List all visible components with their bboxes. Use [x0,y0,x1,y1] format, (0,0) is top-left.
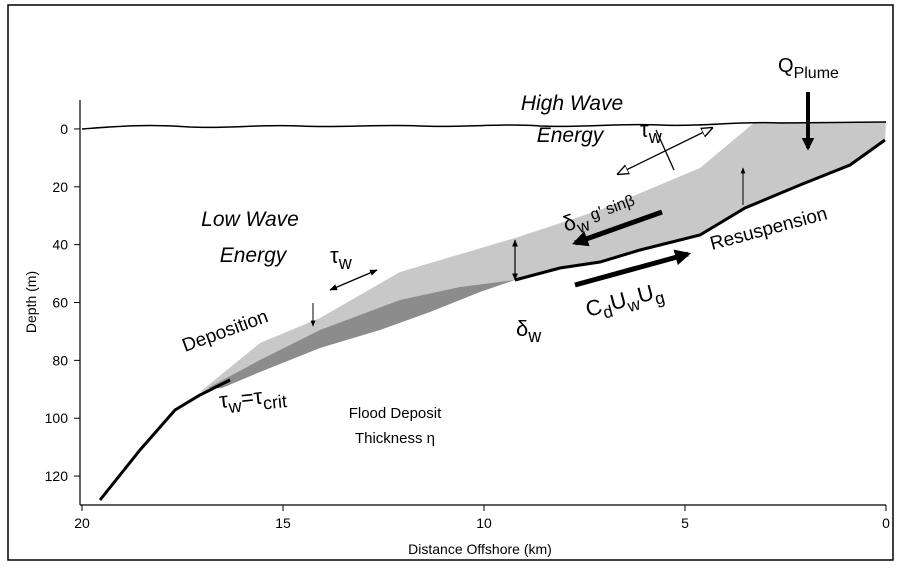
x-tick-label: 5 [681,515,689,531]
y-tick-label: 100 [45,410,69,426]
q-plume: QPlume [778,55,839,82]
stress-cross [655,129,675,171]
label: High Wave [521,92,623,115]
symbol: τ [330,243,339,268]
symbol: C [583,294,605,322]
subscript: w [648,127,663,147]
label: Thickness η [355,430,435,447]
gravity-arrow [571,209,663,247]
subscript: w [227,396,244,417]
label: Low Wave [201,208,299,231]
stress-arrow [329,269,378,291]
sea-surface [81,121,887,130]
x-axis-label: Distance Offshore (km) [408,541,552,557]
plume-deposit [200,122,886,392]
subscript: crit [262,391,288,413]
y-tick-label: 40 [52,237,68,253]
tau-crit: τw=τcrit [218,381,288,418]
drag-arrow [574,249,692,288]
x-tick-label: 20 [74,515,90,531]
subscript: w [625,294,643,316]
x-tick-label: 10 [476,515,492,531]
seabed [98,378,231,501]
symbol: δ [516,316,528,341]
symbol: τ [218,387,230,413]
symbol: Q [778,55,794,77]
symbol: U [635,280,657,308]
symbol: τ [640,117,649,142]
y-axis-label: Depth (m) [23,271,39,333]
y-tick-label: 120 [45,468,69,484]
subscript: w [527,326,542,346]
symbol: U [607,287,629,315]
tau: τw [330,243,353,273]
delta: δw [516,316,542,346]
x-tick-label: 0 [882,515,890,531]
label: Flood Deposit [349,405,442,422]
subscript: w [338,253,353,273]
y-tick-label: 0 [60,121,68,137]
label: Energy [220,244,288,267]
flood-deposit [208,280,515,388]
y-tick-label: 20 [52,179,68,195]
x-tick-label: 15 [275,515,291,531]
y-tick-label: 80 [52,352,68,368]
y-tick-label: 60 [52,295,68,311]
tau: τw [640,117,663,147]
symbol: =τ [239,384,263,411]
drag-term: CdUwUg [583,277,667,326]
label: Energy [537,124,605,147]
subscript: Plume [794,65,839,82]
seabed [514,138,886,282]
